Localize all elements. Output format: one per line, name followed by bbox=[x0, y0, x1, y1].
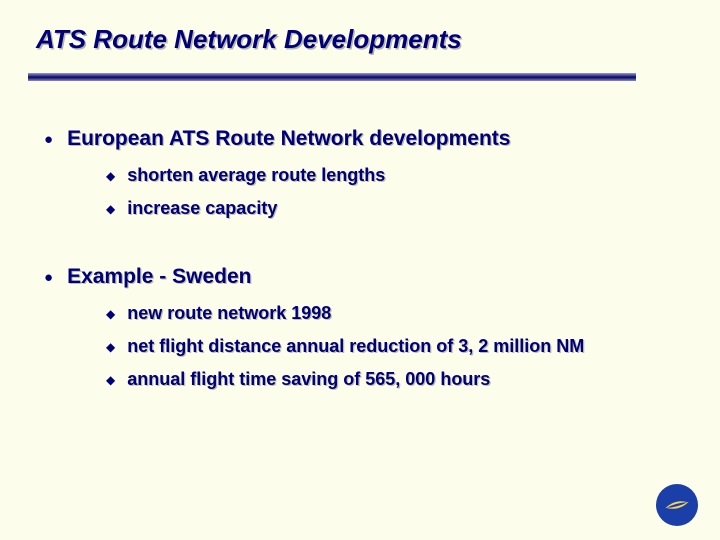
list-subitem: ◆ increase capacity bbox=[106, 198, 684, 219]
title-rule bbox=[28, 73, 636, 81]
list-subitem: ◆ annual flight time saving of 565, 000 … bbox=[106, 369, 684, 390]
diamond-bullet-icon: ◆ bbox=[106, 340, 115, 354]
circle-bullet-icon: ● bbox=[44, 131, 53, 148]
eurocontrol-logo-icon bbox=[656, 484, 698, 526]
slide-title: ATS Route Network Developments bbox=[36, 24, 684, 55]
list-subitem: ◆ net flight distance annual reduction o… bbox=[106, 336, 684, 357]
list-item-label: European ATS Route Network developments bbox=[67, 127, 510, 151]
list-subitem-label: shorten average route lengths bbox=[127, 165, 385, 186]
list-subitem: ◆ shorten average route lengths bbox=[106, 165, 684, 186]
list-item-label: Example - Sweden bbox=[67, 265, 251, 289]
diamond-bullet-icon: ◆ bbox=[106, 373, 115, 387]
spacer bbox=[44, 231, 684, 265]
diamond-bullet-icon: ◆ bbox=[106, 169, 115, 183]
slide-content: ● European ATS Route Network development… bbox=[36, 127, 684, 390]
list-item: ● Example - Sweden bbox=[44, 265, 684, 289]
list-subitem-label: new route network 1998 bbox=[127, 303, 331, 324]
list-subitem-label: net flight distance annual reduction of … bbox=[127, 336, 584, 357]
list-subitem: ◆ new route network 1998 bbox=[106, 303, 684, 324]
list-subitem-label: annual flight time saving of 565, 000 ho… bbox=[127, 369, 490, 390]
circle-bullet-icon: ● bbox=[44, 269, 53, 286]
list-item: ● European ATS Route Network development… bbox=[44, 127, 684, 151]
slide: ATS Route Network Developments ● Europea… bbox=[0, 0, 720, 540]
diamond-bullet-icon: ◆ bbox=[106, 202, 115, 216]
diamond-bullet-icon: ◆ bbox=[106, 307, 115, 321]
list-subitem-label: increase capacity bbox=[127, 198, 277, 219]
